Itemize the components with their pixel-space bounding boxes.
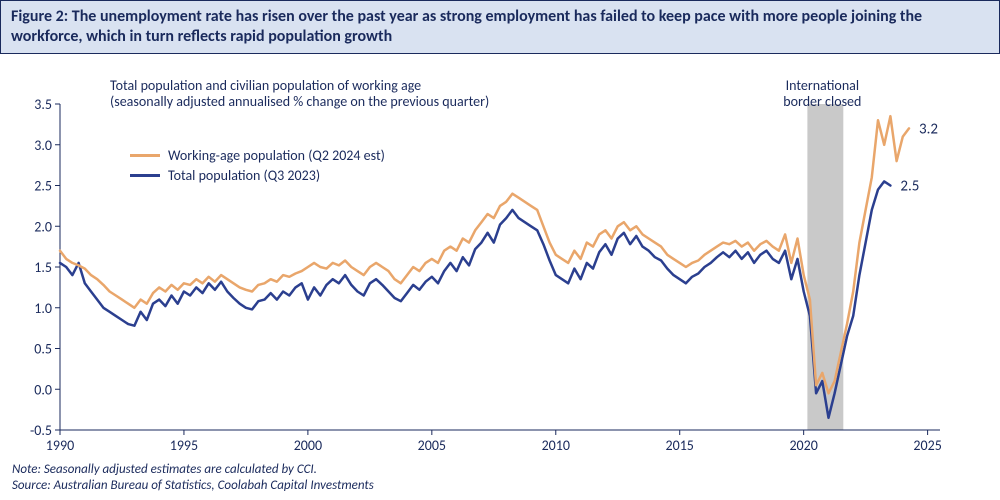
footer-note: Note: Seasonally adjusted estimates are … — [12, 462, 317, 477]
legend-swatch — [130, 174, 160, 177]
y-tick-label: 2.5 — [34, 178, 52, 195]
x-tick-label: 2010 — [542, 437, 570, 454]
series-total — [60, 181, 890, 417]
legend-label: Working-age population (Q2 2024 est) — [168, 147, 385, 164]
end-label-working_age: 3.2 — [919, 120, 938, 138]
x-tick-label: 2015 — [666, 437, 694, 454]
x-tick-label: 2005 — [418, 437, 446, 454]
legend: Working-age population (Q2 2024 est) Tota… — [130, 145, 385, 185]
y-tick-label: 1.0 — [34, 300, 52, 317]
x-tick-label: 2020 — [789, 437, 817, 454]
y-tick-label: 0.5 — [34, 341, 52, 358]
y-tick-label: 0.0 — [34, 381, 52, 398]
subtitle-line1: Total population and civilian population… — [110, 77, 421, 94]
chart-subtitle: Total population and civilian population… — [110, 78, 489, 110]
annotation-line2: border closed — [783, 93, 861, 110]
figure-container: Figure 2: The unemployment rate has rise… — [0, 0, 1000, 500]
legend-label: Total population (Q3 2023) — [168, 167, 320, 184]
y-tick-label: 1.5 — [34, 259, 52, 276]
end-label-total: 2.5 — [900, 178, 919, 196]
legend-item: Total population (Q3 2023) — [130, 165, 385, 185]
border-closed-annotation: International border closed — [762, 78, 882, 110]
figure-footer: Note: Seasonally adjusted estimates are … — [12, 462, 374, 495]
chart-svg: -0.50.00.51.01.52.02.53.03.5199019952000… — [0, 0, 1000, 500]
legend-swatch — [130, 154, 160, 157]
x-tick-label: 1995 — [170, 437, 198, 454]
x-tick-label: 1990 — [46, 437, 74, 454]
legend-item: Working-age population (Q2 2024 est) — [130, 145, 385, 165]
y-tick-label: 3.0 — [34, 137, 52, 154]
x-tick-label: 2025 — [913, 437, 941, 454]
y-tick-label: 3.5 — [34, 96, 52, 113]
annotation-line1: International — [786, 77, 860, 94]
footer-source: Source: Australian Bureau of Statistics,… — [12, 478, 374, 493]
subtitle-line2: (seasonally adjusted annualised % change… — [110, 93, 489, 110]
x-tick-label: 2000 — [294, 437, 322, 454]
y-tick-label: 2.0 — [34, 218, 52, 235]
